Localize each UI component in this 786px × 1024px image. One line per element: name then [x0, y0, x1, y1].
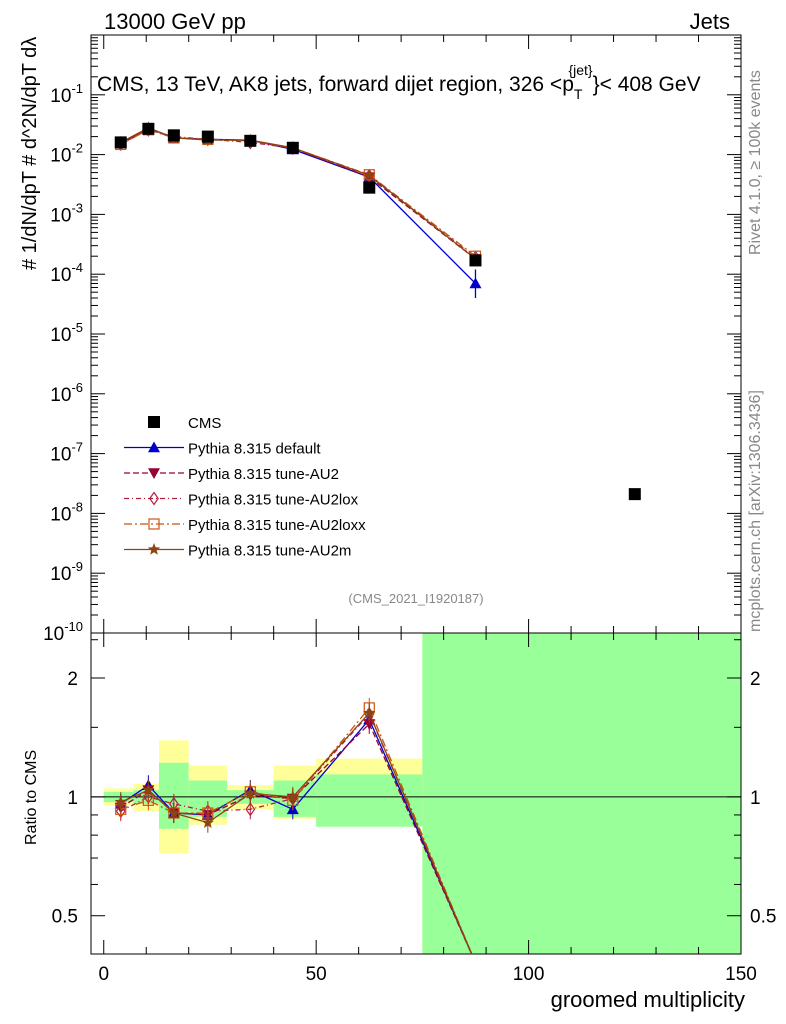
y-tick-label: 10-1	[50, 81, 83, 107]
rivet-label: Rivet 4.1.0, ≥ 100k events	[747, 70, 764, 255]
data-point	[142, 122, 155, 135]
y-tick-label: 10-9	[50, 559, 83, 585]
ratio-line-au2loxx	[120, 706, 473, 954]
main-series	[114, 121, 641, 501]
ratio-point-au2m	[244, 787, 257, 799]
title-sup: {jet}	[568, 62, 592, 78]
ratio-y-tick-label: 0.5	[750, 907, 776, 928]
y-tick-label: 10-4	[50, 260, 83, 286]
ratio-series	[114, 697, 473, 954]
data-point	[286, 141, 299, 154]
title-sub: T	[574, 86, 583, 102]
ratio-panel-frame	[90, 632, 742, 955]
legend-marker	[149, 491, 159, 506]
legend-label: Pythia 8.315 tune-AU2	[188, 466, 339, 483]
ratio-axis-ticks: 0.5 0.5 1 1 2 2	[52, 639, 776, 928]
data-point	[363, 181, 376, 194]
y-tick-label: 10-6	[50, 380, 83, 406]
y-tick-label: 10-2	[50, 141, 83, 167]
ratio-point-au2m	[286, 790, 299, 803]
ratio-y-tick-label: 2	[750, 669, 761, 690]
x-axis-label: groomed multiplicity	[551, 987, 745, 1012]
legend-label: CMS	[188, 415, 221, 432]
data-point	[167, 129, 180, 142]
x-tick-label: 150	[725, 964, 757, 985]
mcplots-label: mcplots.cern.ch [arXiv:1306.3436]	[747, 390, 764, 632]
x-tick-label: 50	[306, 964, 327, 985]
legend-marker	[148, 518, 160, 530]
legend: CMS Pythia 8.315 default Pythia 8.315 tune…	[124, 415, 366, 560]
ratio-y-tick-label: 1	[750, 788, 761, 809]
energy-label: 13000 GeV pp	[104, 9, 246, 34]
ratio-y-tick-label: 1	[67, 788, 78, 809]
data-point	[244, 134, 257, 147]
data-point	[114, 136, 127, 149]
x-tick-label: 100	[513, 964, 545, 985]
main-ylabel: # 1/dN/dpT # d^2N/dpT dλ	[19, 37, 41, 270]
y-tick-label: 10-8	[50, 499, 83, 525]
ratio-ylabel: Ratio to CMS	[23, 750, 40, 845]
data-point	[201, 130, 214, 143]
y-tick-label: 10-5	[50, 320, 83, 346]
data-point	[469, 254, 482, 267]
y-tick-label: 10-10	[43, 619, 83, 645]
legend-marker	[147, 543, 161, 555]
legend-label: Pythia 8.315 tune-AU2m	[188, 543, 351, 560]
legend-label: Pythia 8.315 tune-AU2lox	[188, 492, 359, 509]
ratio-y-tick-label: 2	[67, 669, 78, 690]
ratio-point-au2m	[142, 783, 155, 796]
title-tail: }< 408 GeV	[593, 73, 701, 96]
ratio-point-au2m	[363, 706, 376, 719]
title-main: CMS, 13 TeV, AK8 jets, forward dijet reg…	[97, 73, 574, 96]
legend-marker	[148, 416, 160, 428]
main-axis-ticks: 10-1010-910-810-710-610-510-410-310-210-…	[43, 35, 757, 985]
ratio-y-tick-label: 0.5	[52, 907, 78, 928]
ratio-point-au2m	[201, 816, 214, 828]
ratio-line-au2m	[120, 711, 473, 954]
legend-marker	[148, 468, 160, 479]
data-point	[628, 488, 641, 501]
ratio-point-au2m	[167, 806, 180, 819]
y-tick-label: 10-7	[50, 440, 83, 466]
legend-marker	[148, 441, 160, 453]
y-tick-label: 10-3	[50, 200, 83, 226]
analysis-tag: (CMS_2021_I1920187)	[348, 591, 483, 606]
ratio-point-au2m	[114, 795, 127, 808]
band-stat	[422, 633, 741, 954]
category-label: Jets	[690, 9, 730, 34]
x-tick-label: 0	[98, 964, 109, 985]
ratio-point-au2lox	[245, 802, 256, 817]
ratio-bands	[91, 633, 741, 954]
legend-label: Pythia 8.315 default	[188, 441, 321, 458]
ratio-lines	[114, 697, 473, 954]
series-point-au2m	[363, 168, 376, 181]
plot-title: CMS, 13 TeV, AK8 jets, forward dijet reg…	[97, 62, 701, 102]
legend-label: Pythia 8.315 tune-AU2loxx	[188, 517, 366, 534]
